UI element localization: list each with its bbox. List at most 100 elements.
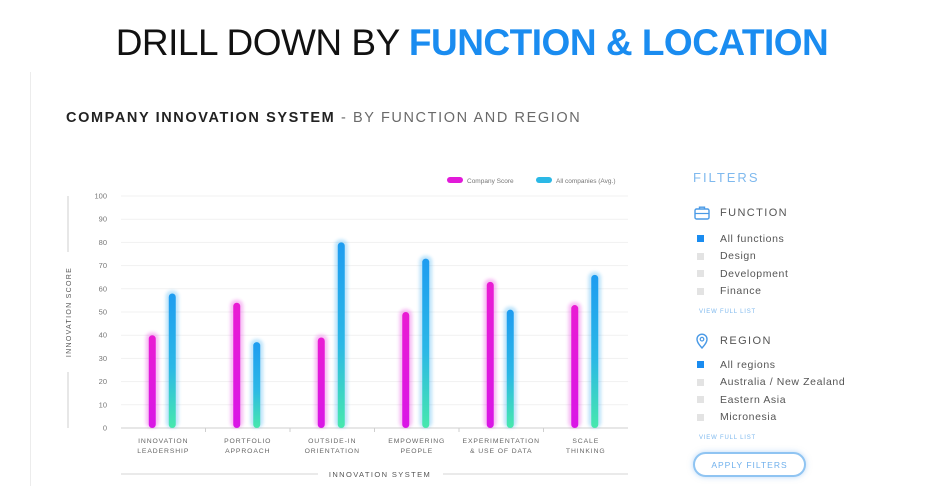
x-tick-labels: INNOVATION LEADERSHIP PORTFOLIO APPROACH OUT… bbox=[137, 438, 606, 455]
y-tick-label: 20 bbox=[99, 377, 107, 386]
region-view-full-list-link[interactable]: VIEW FULL LIST bbox=[699, 435, 756, 441]
bar-company-score-group bbox=[314, 334, 328, 428]
section-title: COMPANY INNOVATION SYSTEM - BY FUNCTION … bbox=[66, 110, 581, 126]
function-option[interactable]: Finance bbox=[697, 283, 933, 301]
chart-bars bbox=[145, 239, 602, 428]
bar-all-companies-avg bbox=[591, 274, 599, 428]
checkbox[interactable] bbox=[697, 361, 704, 369]
checkbox[interactable] bbox=[697, 287, 704, 295]
checkbox[interactable] bbox=[697, 378, 704, 386]
region-group-header: REGION bbox=[693, 332, 933, 350]
bar-company-score-group bbox=[145, 332, 159, 428]
x-tick-label: PORTFOLIO bbox=[224, 438, 271, 445]
bar-all-companies-avg-group bbox=[503, 306, 517, 428]
x-axis-label: INNOVATION SYSTEM bbox=[329, 470, 431, 479]
bar-all-companies-avg-group bbox=[250, 339, 264, 428]
option-label: Eastern Asia bbox=[720, 393, 787, 406]
x-tick-label: OUTSIDE-IN bbox=[308, 438, 356, 445]
x-tick-label: THINKING bbox=[566, 448, 606, 455]
y-tick-label: 10 bbox=[99, 400, 107, 409]
x-tick-label: SCALE bbox=[572, 438, 599, 445]
briefcase-icon bbox=[693, 204, 711, 222]
bar-company-score bbox=[571, 305, 579, 428]
option-label: All functions bbox=[720, 232, 785, 245]
y-tick-label: 60 bbox=[99, 284, 107, 293]
y-tick-label: 100 bbox=[94, 192, 107, 201]
x-tick-label: & USE OF DATA bbox=[470, 448, 532, 455]
apply-filters-button[interactable]: APPLY FILTERS bbox=[693, 452, 806, 477]
x-tick-label: PEOPLE bbox=[400, 448, 433, 455]
y-tick-label: 50 bbox=[99, 308, 107, 317]
hero-title-plain: DRILL DOWN BY bbox=[115, 22, 409, 63]
x-tick-label: APPROACH bbox=[225, 448, 270, 455]
bar-company-score bbox=[486, 281, 494, 428]
hero-title: DRILL DOWN BY FUNCTION & LOCATION bbox=[0, 22, 944, 64]
hero-title-accent: FUNCTION & LOCATION bbox=[408, 22, 829, 63]
x-tick-label: LEADERSHIP bbox=[137, 448, 189, 455]
bar-all-companies-avg bbox=[168, 293, 176, 428]
filters-panel: FILTERS FUNCTION All functions Design De… bbox=[693, 170, 933, 477]
legend-label-average: All companies (Avg.) bbox=[556, 178, 616, 185]
bar-all-companies-avg bbox=[337, 242, 345, 428]
function-group-header: FUNCTION bbox=[693, 204, 933, 222]
function-option[interactable]: Design bbox=[697, 248, 933, 266]
bar-company-score-group bbox=[568, 302, 582, 428]
y-tick-label: 80 bbox=[99, 238, 107, 247]
checkbox[interactable] bbox=[697, 235, 704, 243]
region-option[interactable]: Australia / New Zealand bbox=[697, 374, 933, 392]
region-option[interactable]: All regions bbox=[697, 356, 933, 374]
option-label: Design bbox=[720, 250, 757, 263]
y-tick-label: 30 bbox=[99, 354, 107, 363]
bar-all-companies-avg-group bbox=[334, 239, 348, 428]
bar-all-companies-avg bbox=[422, 258, 430, 428]
y-tick-label: 70 bbox=[99, 261, 107, 270]
y-tick-labels: 0 10 20 30 40 50 60 70 80 90 100 bbox=[94, 192, 107, 433]
function-option[interactable]: All functions bbox=[697, 230, 933, 248]
bar-all-companies-avg bbox=[506, 309, 514, 428]
panel-divider bbox=[30, 72, 31, 486]
bar-all-companies-avg bbox=[253, 342, 261, 428]
x-tick-label: EXPERIMENTATION bbox=[463, 438, 540, 445]
function-view-full-list-link[interactable]: VIEW FULL LIST bbox=[699, 309, 756, 315]
chart-legend: Company Score All companies (Avg.) bbox=[447, 177, 616, 185]
region-group-label: REGION bbox=[720, 335, 772, 347]
checkbox[interactable] bbox=[697, 270, 704, 278]
bar-company-score-group bbox=[230, 299, 244, 428]
location-pin-icon bbox=[693, 332, 711, 350]
section-title-sub: - BY FUNCTION AND REGION bbox=[335, 110, 582, 126]
option-label: Finance bbox=[720, 285, 762, 298]
bar-company-score-group bbox=[399, 309, 413, 428]
section-title-main: COMPANY INNOVATION SYSTEM bbox=[66, 110, 336, 126]
checkbox[interactable] bbox=[697, 413, 704, 421]
filters-title: FILTERS bbox=[693, 170, 760, 185]
region-option[interactable]: Eastern Asia bbox=[697, 391, 933, 409]
option-label: Australia / New Zealand bbox=[720, 376, 846, 389]
bar-company-score bbox=[402, 312, 410, 428]
option-label: All regions bbox=[720, 358, 776, 371]
function-group-label: FUNCTION bbox=[720, 207, 789, 219]
bar-all-companies-avg-group bbox=[165, 290, 179, 428]
x-tick-label: INNOVATION bbox=[138, 438, 188, 445]
y-axis-label: INNOVATION SCORE bbox=[66, 267, 73, 357]
legend-swatch-company bbox=[447, 177, 463, 183]
x-tick-label: EMPOWERING bbox=[388, 438, 445, 445]
bar-company-score-group bbox=[483, 278, 497, 428]
bar-all-companies-avg-group bbox=[588, 271, 602, 428]
checkbox[interactable] bbox=[697, 396, 704, 404]
chart-grid bbox=[121, 195, 628, 432]
y-tick-label: 0 bbox=[103, 424, 107, 433]
option-label: Micronesia bbox=[720, 411, 777, 424]
y-tick-label: 90 bbox=[99, 215, 107, 224]
legend-swatch-average bbox=[536, 177, 552, 183]
bar-all-companies-avg-group bbox=[419, 255, 433, 428]
x-tick-label: ORIENTATION bbox=[305, 448, 360, 455]
bar-company-score bbox=[148, 335, 156, 428]
option-label: Development bbox=[720, 267, 789, 280]
bar-company-score bbox=[317, 337, 325, 428]
legend-label-company: Company Score bbox=[467, 178, 514, 185]
function-option[interactable]: Development bbox=[697, 265, 933, 283]
y-tick-label: 40 bbox=[99, 331, 107, 340]
checkbox[interactable] bbox=[697, 252, 704, 260]
region-option[interactable]: Micronesia bbox=[697, 409, 933, 427]
